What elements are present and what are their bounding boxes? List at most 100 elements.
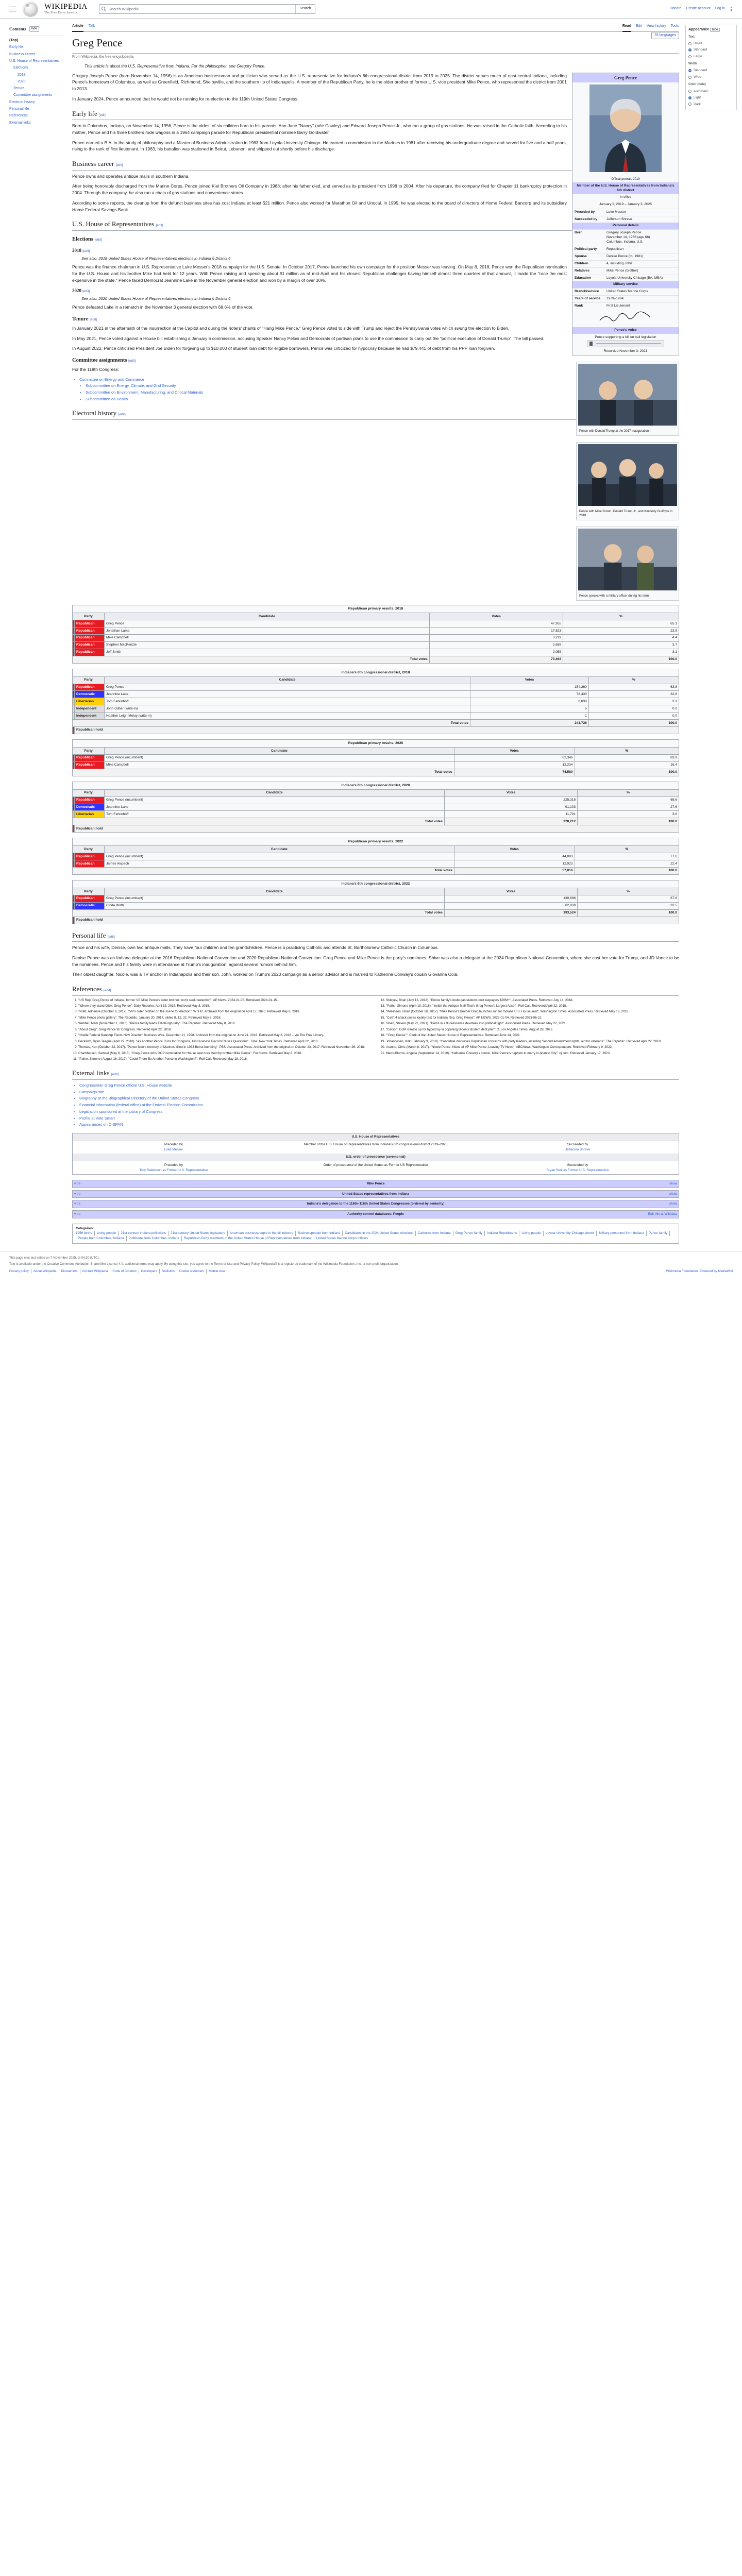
footer-link[interactable]: Privacy policy: [9, 1269, 31, 1274]
audio-waveform-icon[interactable]: [586, 340, 665, 348]
footer-link[interactable]: Statistics: [160, 1269, 177, 1274]
width-option-standard[interactable]: Standard: [688, 67, 734, 74]
tab-read[interactable]: Read: [622, 24, 631, 32]
search-container[interactable]: Search Wikipedia Search: [98, 4, 315, 14]
toc-item-top[interactable]: (Top): [9, 39, 18, 43]
category-link[interactable]: Military personnel from Indiana: [597, 1231, 647, 1236]
category-link[interactable]: 21st-century Indiana politicians: [119, 1231, 169, 1236]
text-option-small[interactable]: Small: [688, 41, 734, 47]
navbox-show-toggle[interactable]: show: [669, 1202, 677, 1206]
infobox-value[interactable]: Denise Pence (m. 1981): [606, 254, 644, 258]
vte-links[interactable]: v t e: [74, 1202, 81, 1206]
infobox-audio-player[interactable]: Pence supporting a bill on bail legislat…: [572, 334, 679, 355]
infobox-value[interactable]: Republican: [606, 247, 623, 251]
edit-section-link[interactable]: [edit]: [90, 318, 97, 321]
appearance-hide-button[interactable]: hide: [710, 28, 720, 32]
edit-section-link[interactable]: [edit]: [128, 359, 136, 363]
footer-link[interactable]: Developers: [139, 1269, 160, 1274]
external-link-item[interactable]: Legislation sponsored at the Library of …: [79, 1109, 679, 1114]
footer-link[interactable]: Contact Wikipedia: [80, 1269, 111, 1274]
navbox-show-toggle[interactable]: Edit this at Wikidata: [648, 1212, 677, 1216]
radio-icon[interactable]: [688, 103, 692, 106]
external-link-item[interactable]: Campaign site: [79, 1089, 679, 1095]
tools-menu[interactable]: Tools: [670, 24, 679, 28]
navbox-show-toggle[interactable]: show: [669, 1182, 677, 1186]
donate-link[interactable]: Donate: [669, 7, 682, 11]
tab-article[interactable]: Article: [72, 24, 83, 32]
main-menu-icon[interactable]: [9, 6, 16, 12]
navbox-show-toggle[interactable]: show: [669, 1192, 677, 1196]
committee-item[interactable]: Committee on Energy and Commerce: [79, 377, 679, 382]
order-preceded-name[interactable]: Troy Balderson as Former U.S. Representa…: [139, 1168, 208, 1172]
edit-section-link[interactable]: [edit]: [104, 989, 111, 992]
category-link[interactable]: 1956 births: [76, 1231, 95, 1236]
category-link[interactable]: Loyola University Chicago alumni: [544, 1231, 597, 1236]
mediawiki-badge[interactable]: Powered by MediaWiki: [700, 1269, 733, 1274]
tab-talk[interactable]: Talk: [88, 24, 95, 28]
external-link-item[interactable]: Financial information (federal office) a…: [79, 1102, 679, 1108]
login-link[interactable]: Log in: [715, 7, 725, 11]
toc-item-elections[interactable]: Elections: [13, 66, 28, 70]
edit-section-link[interactable]: [edit]: [111, 1073, 119, 1077]
more-options-icon[interactable]: [730, 7, 733, 11]
toc-hide-button[interactable]: hide: [29, 26, 39, 32]
category-link[interactable]: Pence family: [647, 1231, 670, 1236]
category-link[interactable]: 21st-century United States legislators: [168, 1231, 228, 1236]
toc-item-tenure[interactable]: Tenure: [13, 87, 25, 91]
toc-item-u-s-house-of-representatives[interactable]: U.S. House of Representatives: [9, 59, 59, 63]
color-option-light[interactable]: Light: [688, 95, 734, 101]
text-option-standard[interactable]: Standard: [688, 47, 734, 54]
category-link[interactable]: People from Columbus, Indiana: [76, 1235, 127, 1241]
preceded-name[interactable]: Luke Messer: [164, 1147, 183, 1151]
color-option-automatic[interactable]: Automatic: [688, 88, 734, 95]
width-option-wide[interactable]: Wide: [688, 74, 734, 81]
footer-link[interactable]: Cookie statement: [177, 1269, 207, 1274]
toc-item-electoral-history[interactable]: Electoral history: [9, 100, 35, 104]
category-link[interactable]: United States Marine Corps officers: [316, 1236, 368, 1240]
toc-item-committee-assignments[interactable]: Committee assignments: [13, 93, 53, 97]
radio-icon[interactable]: [688, 96, 692, 99]
search-input[interactable]: Search Wikipedia: [98, 4, 315, 14]
infobox-value[interactable]: United States Marine Corps: [606, 290, 648, 294]
vte-links[interactable]: v t e: [74, 1182, 81, 1186]
category-link[interactable]: Greg Pence family: [453, 1231, 485, 1236]
vte-links[interactable]: v t e: [74, 1212, 81, 1216]
category-link[interactable]: Businesspeople from Indiana: [296, 1231, 343, 1236]
external-link-item[interactable]: Biography at the Biographical Directory …: [79, 1095, 679, 1101]
radio-icon[interactable]: [688, 90, 692, 93]
committee-item[interactable]: Subcommittee on Energy, Climate, and Gri…: [86, 383, 679, 388]
category-link[interactable]: Candidates in the 2024 United States ele…: [343, 1231, 416, 1236]
edit-section-link[interactable]: [edit]: [107, 935, 115, 939]
category-link[interactable]: Catholics from Indiana: [416, 1231, 453, 1236]
edit-section-link[interactable]: [edit]: [98, 113, 107, 117]
vte-links[interactable]: v t e: [74, 1192, 81, 1196]
radio-icon[interactable]: [688, 42, 692, 45]
infobox-value[interactable]: Luke Messer: [606, 210, 626, 214]
wikipedia-wordmark[interactable]: WIKIPEDIA The Free Encyclopedia: [44, 3, 88, 14]
wikimedia-badge[interactable]: Wikimedia Foundation: [666, 1269, 698, 1274]
category-link[interactable]: Politicians from Columbus, Indiana: [127, 1235, 182, 1241]
toc-item-external-links[interactable]: External links: [9, 121, 31, 125]
infobox-value[interactable]: Jefferson Shreve: [606, 217, 632, 221]
edit-section-link[interactable]: [edit]: [94, 238, 102, 242]
infobox-value[interactable]: Loyola University Chicago (BA, MBA): [606, 276, 663, 280]
text-option-large[interactable]: Large: [688, 54, 734, 60]
infobox-value[interactable]: 4, including John: [606, 261, 632, 265]
category-link[interactable]: Republican Party members of the United S…: [182, 1235, 314, 1241]
committee-item[interactable]: Subcommittee on Health: [86, 396, 679, 402]
toc-item-personal-life[interactable]: Personal life: [9, 107, 29, 111]
radio-icon[interactable]: [688, 75, 692, 79]
category-link[interactable]: Living people: [519, 1231, 544, 1236]
tab-view-history[interactable]: View history: [647, 24, 666, 28]
infobox-value[interactable]: 1979–1984: [606, 297, 624, 301]
infobox-value[interactable]: First Lieutenant: [606, 304, 630, 308]
infobox-value[interactable]: Mike Pence (brother): [606, 268, 638, 273]
color-option-dark[interactable]: Dark: [688, 101, 734, 108]
radio-icon[interactable]: [688, 69, 692, 73]
wikipedia-globe-logo[interactable]: [23, 1, 38, 17]
edit-section-link[interactable]: [edit]: [118, 413, 126, 416]
footer-link[interactable]: About Wikipedia: [31, 1269, 59, 1274]
footer-link[interactable]: Disclaimers: [59, 1269, 80, 1274]
category-link[interactable]: American businesspeople in the oil indus…: [228, 1231, 296, 1236]
create-account-link[interactable]: Create account: [686, 7, 711, 11]
